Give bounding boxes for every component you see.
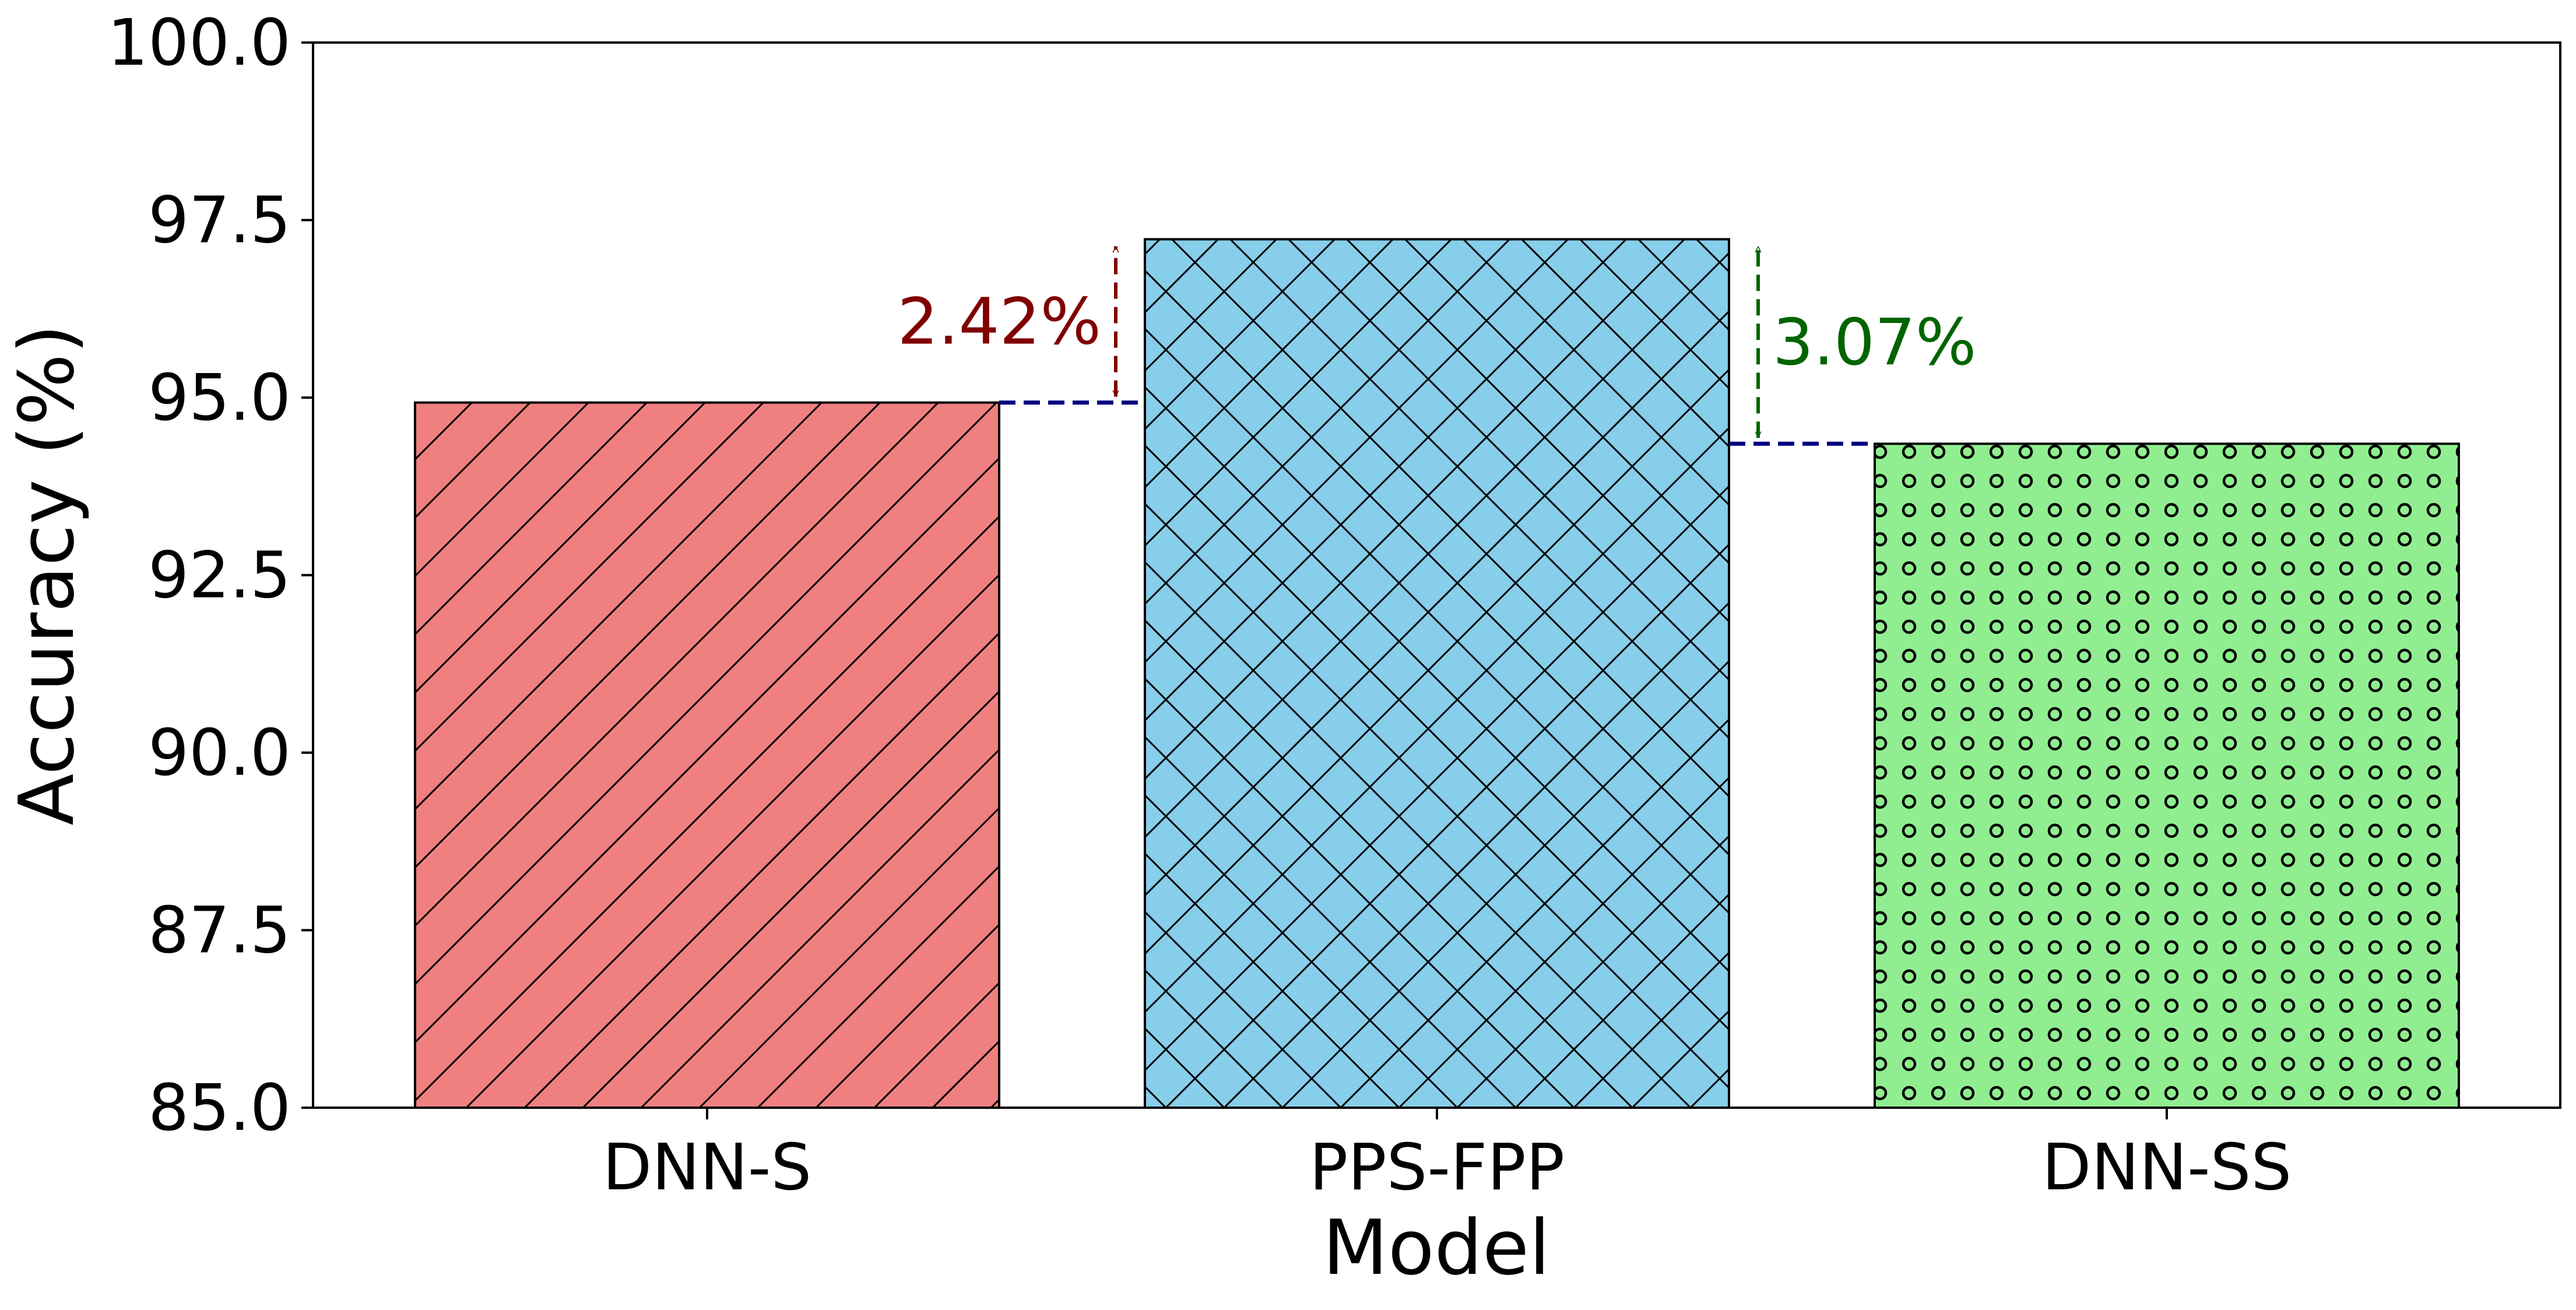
y-tick-label: 97.5 xyxy=(148,183,291,258)
y-tick-label: 100.0 xyxy=(107,5,291,80)
y-tick-label: 87.5 xyxy=(148,893,291,968)
bar-dnn-ss xyxy=(1874,442,2460,1109)
y-axis: 85.0 87.5 90.0 92.5 95.0 97.5 100.0 xyxy=(107,5,313,1145)
bars xyxy=(414,238,2460,1109)
x-tick-label-dnn-ss: DNN-SS xyxy=(2042,1130,2292,1204)
bar-dnn-s xyxy=(414,401,1000,1109)
y-tick-label: 92.5 xyxy=(148,538,291,613)
bar-hatch xyxy=(414,401,1000,1109)
x-tick-label-pps-fpp: PPS-FPP xyxy=(1309,1130,1565,1204)
annotation-label-1: 2.42% xyxy=(898,284,1101,359)
x-axis-title: Model xyxy=(1323,1203,1550,1292)
bar-hatch xyxy=(1874,442,2460,1109)
bar-pps-fpp xyxy=(1144,238,1730,1109)
annotations: 2.42% 3.07% xyxy=(898,246,1976,438)
x-axis: DNN-S PPS-FPP DNN-SS xyxy=(603,1108,2292,1204)
x-tick-label-dnn-s: DNN-S xyxy=(603,1130,812,1204)
y-tick-label: 85.0 xyxy=(148,1070,291,1145)
y-tick-label: 95.0 xyxy=(148,360,291,435)
bar-hatch xyxy=(1144,238,1730,1109)
y-axis-title: Accuracy (%) xyxy=(2,324,91,826)
annotation-label-2: 3.07% xyxy=(1773,305,1976,380)
y-tick-label: 90.0 xyxy=(148,715,291,790)
